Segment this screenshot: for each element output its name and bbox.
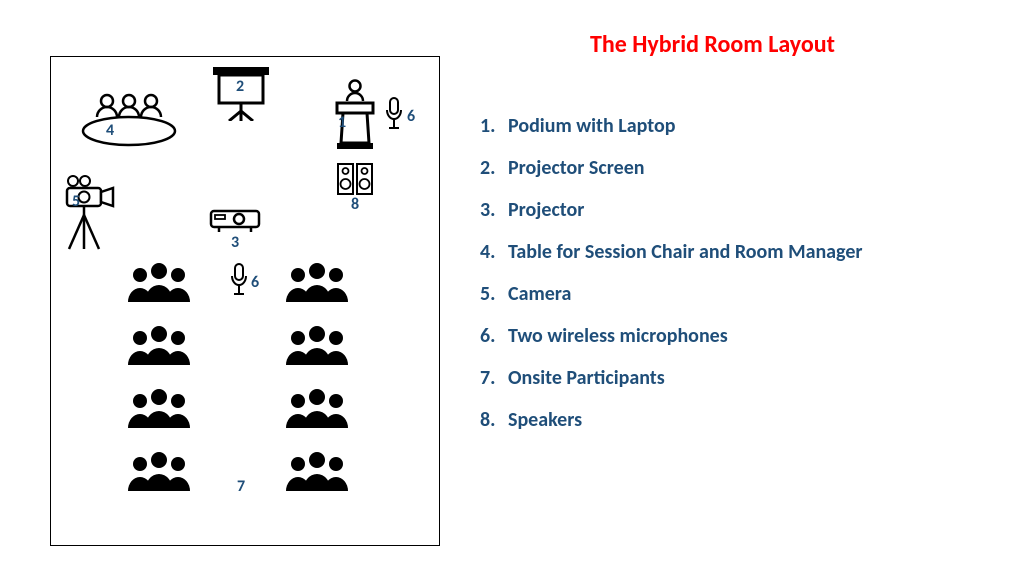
projector-icon (209, 207, 261, 233)
legend-num: 5. (480, 273, 508, 315)
legend-item: 1.Podium with Laptop (480, 105, 863, 147)
legend-text: Camera (508, 273, 571, 315)
legend-item: 5.Camera (480, 273, 863, 315)
legend-text: Projector (508, 189, 584, 231)
legend-item: 6.Two wireless microphones (480, 315, 863, 357)
legend-num: 2. (480, 147, 508, 189)
legend-text: Onsite Participants (508, 357, 665, 399)
legend-item: 8.Speakers (480, 399, 863, 441)
label-podium: 1 (338, 113, 346, 132)
legend-text: Podium with Laptop (508, 105, 675, 147)
speakers-icon (337, 163, 373, 195)
label-mic2: 6 (251, 273, 259, 292)
label-camera: 5 (72, 192, 80, 211)
legend-item: 3.Projector (480, 189, 863, 231)
microphone-icon (231, 263, 247, 299)
legend-text: Two wireless microphones (508, 315, 728, 357)
audience-icon (123, 451, 195, 491)
legend-num: 1. (480, 105, 508, 147)
audience-icon (281, 325, 353, 365)
legend-item: 2.Projector Screen (480, 147, 863, 189)
legend-list: 1.Podium with Laptop 2.Projector Screen … (480, 105, 863, 441)
audience-icon (281, 451, 353, 491)
legend-text: Speakers (508, 399, 582, 441)
legend-item: 4.Table for Session Chair and Room Manag… (480, 231, 863, 273)
legend-text: Table for Session Chair and Room Manager (508, 231, 863, 273)
label-speakers: 8 (351, 195, 359, 214)
room-outline: 2 4 1 6 (50, 56, 440, 546)
audience-icon (123, 388, 195, 428)
table-icon (79, 91, 179, 147)
legend-num: 7. (480, 357, 508, 399)
microphone-icon (386, 97, 402, 133)
legend-text: Projector Screen (508, 147, 645, 189)
legend-num: 3. (480, 189, 508, 231)
label-audience: 7 (237, 477, 245, 496)
legend-num: 4. (480, 231, 508, 273)
legend-item: 7.Onsite Participants (480, 357, 863, 399)
label-projector: 3 (231, 233, 239, 252)
label-mic1: 6 (407, 107, 415, 126)
camera-icon (63, 175, 119, 251)
audience-icon (281, 262, 353, 302)
audience-icon (281, 388, 353, 428)
label-screen: 2 (236, 77, 244, 96)
legend-num: 8. (480, 399, 508, 441)
legend-num: 6. (480, 315, 508, 357)
page-title: The Hybrid Room Layout (590, 30, 835, 59)
audience-icon (123, 325, 195, 365)
audience-icon (123, 262, 195, 302)
label-table: 4 (106, 121, 114, 140)
